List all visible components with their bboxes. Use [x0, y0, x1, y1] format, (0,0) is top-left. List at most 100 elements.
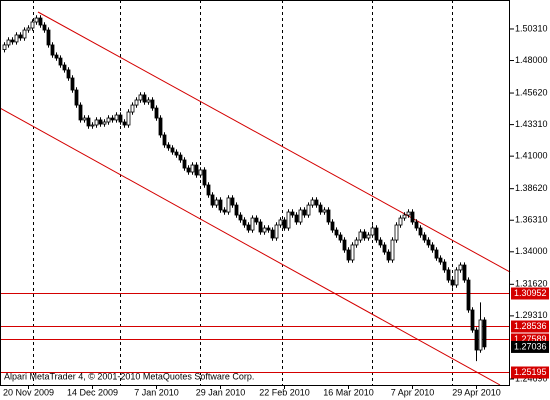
candle-body	[358, 231, 363, 241]
candle-body	[218, 199, 223, 211]
candle-body	[414, 221, 419, 229]
candle-body	[474, 329, 479, 351]
candle-body	[454, 269, 459, 286]
candle-body	[298, 209, 303, 223]
candle-body	[54, 54, 59, 59]
candle-body	[34, 17, 39, 23]
candle-body	[394, 224, 399, 241]
trend-channel	[0, 11, 511, 386]
candle-body	[178, 154, 183, 161]
candle-body	[234, 204, 239, 216]
candle-body	[62, 64, 67, 71]
candle-body	[90, 124, 95, 127]
candle-body	[102, 121, 107, 125]
x-tick-label: 14 Dec 2009	[67, 387, 118, 397]
candle-body	[166, 144, 171, 149]
channel-upper	[37, 11, 511, 273]
candle-body	[226, 197, 231, 213]
x-tick-label: 7 Apr 2010	[391, 387, 435, 397]
x-tick-label: 29 Apr 2010	[452, 387, 501, 397]
y-tick-label: 1.41000	[515, 151, 548, 161]
candle-body	[374, 227, 379, 241]
candle-body	[398, 217, 403, 226]
candle-body	[42, 24, 47, 31]
candle-body	[98, 119, 103, 125]
y-tick-label: 1.43310	[515, 119, 548, 129]
candle-body	[442, 261, 447, 271]
candle-body	[198, 169, 203, 176]
candle-body	[426, 239, 431, 246]
candle-body	[174, 151, 179, 156]
candle-body	[222, 209, 227, 213]
watermark: Alpari MetaTrader 4, © 2001-2010 MetaQuo…	[4, 371, 254, 381]
candle-body	[278, 219, 283, 226]
y-tick-label: 1.38620	[515, 183, 548, 193]
candle-body	[230, 197, 235, 206]
candle-body	[142, 94, 147, 103]
candle-body	[130, 104, 135, 113]
price-label-box	[511, 287, 549, 300]
candle-body	[254, 217, 259, 223]
candle-body	[106, 117, 111, 123]
candle-body	[238, 214, 243, 221]
candle-body	[270, 229, 275, 239]
candle-body	[38, 17, 43, 26]
candle-body	[362, 231, 367, 239]
candle-body	[334, 229, 339, 236]
candle-body	[466, 279, 471, 311]
candle-body	[186, 167, 191, 173]
candle-body	[410, 211, 415, 223]
candle-body	[202, 169, 207, 186]
candle-body	[446, 269, 451, 281]
candle-body	[470, 309, 475, 331]
candle-body	[46, 29, 51, 46]
candle-body	[118, 114, 123, 123]
y-tick-label: 1.50310	[515, 23, 548, 33]
candle-body	[126, 111, 131, 126]
bid-label: 1.27036	[514, 341, 547, 351]
price-label-box	[511, 320, 549, 333]
y-tick-label: 1.34000	[515, 246, 548, 256]
candle-body	[290, 211, 295, 216]
candle-body	[422, 234, 427, 241]
candle-body	[114, 114, 119, 121]
candle-body	[286, 211, 291, 229]
candle-body	[50, 44, 55, 56]
candle-body	[150, 99, 155, 109]
candle-body	[6, 39, 11, 46]
candle-body	[330, 221, 335, 231]
candle-body	[418, 227, 423, 236]
candle-body	[10, 39, 15, 43]
candle-body	[318, 204, 323, 213]
candle-body	[170, 147, 175, 153]
candle-body	[154, 107, 159, 119]
candle-body	[22, 29, 27, 39]
candle-body	[450, 279, 455, 286]
candle-body	[386, 251, 391, 261]
candle-body	[158, 117, 163, 136]
candle-body	[210, 194, 215, 206]
candle-body	[94, 119, 99, 126]
candle-body	[434, 249, 439, 259]
y-tick-label: 1.48000	[515, 55, 548, 65]
y-tick-label: 1.29310	[515, 310, 548, 320]
candle-body	[206, 184, 211, 196]
candle-body	[390, 239, 395, 261]
candle-body	[250, 217, 255, 231]
y-tick-label: 1.45620	[515, 87, 548, 97]
candle-body	[354, 239, 359, 246]
candle-body	[378, 239, 383, 246]
x-tick-label: 29 Jan 2010	[196, 387, 246, 397]
candle-body	[66, 69, 71, 79]
candle-body	[366, 234, 371, 239]
candle-body	[134, 99, 139, 106]
candle-body	[146, 99, 151, 103]
candle-body	[326, 209, 331, 223]
candle-body	[246, 224, 251, 231]
candle-body	[258, 221, 263, 233]
candle-body	[70, 77, 75, 91]
candle-body	[86, 117, 91, 127]
